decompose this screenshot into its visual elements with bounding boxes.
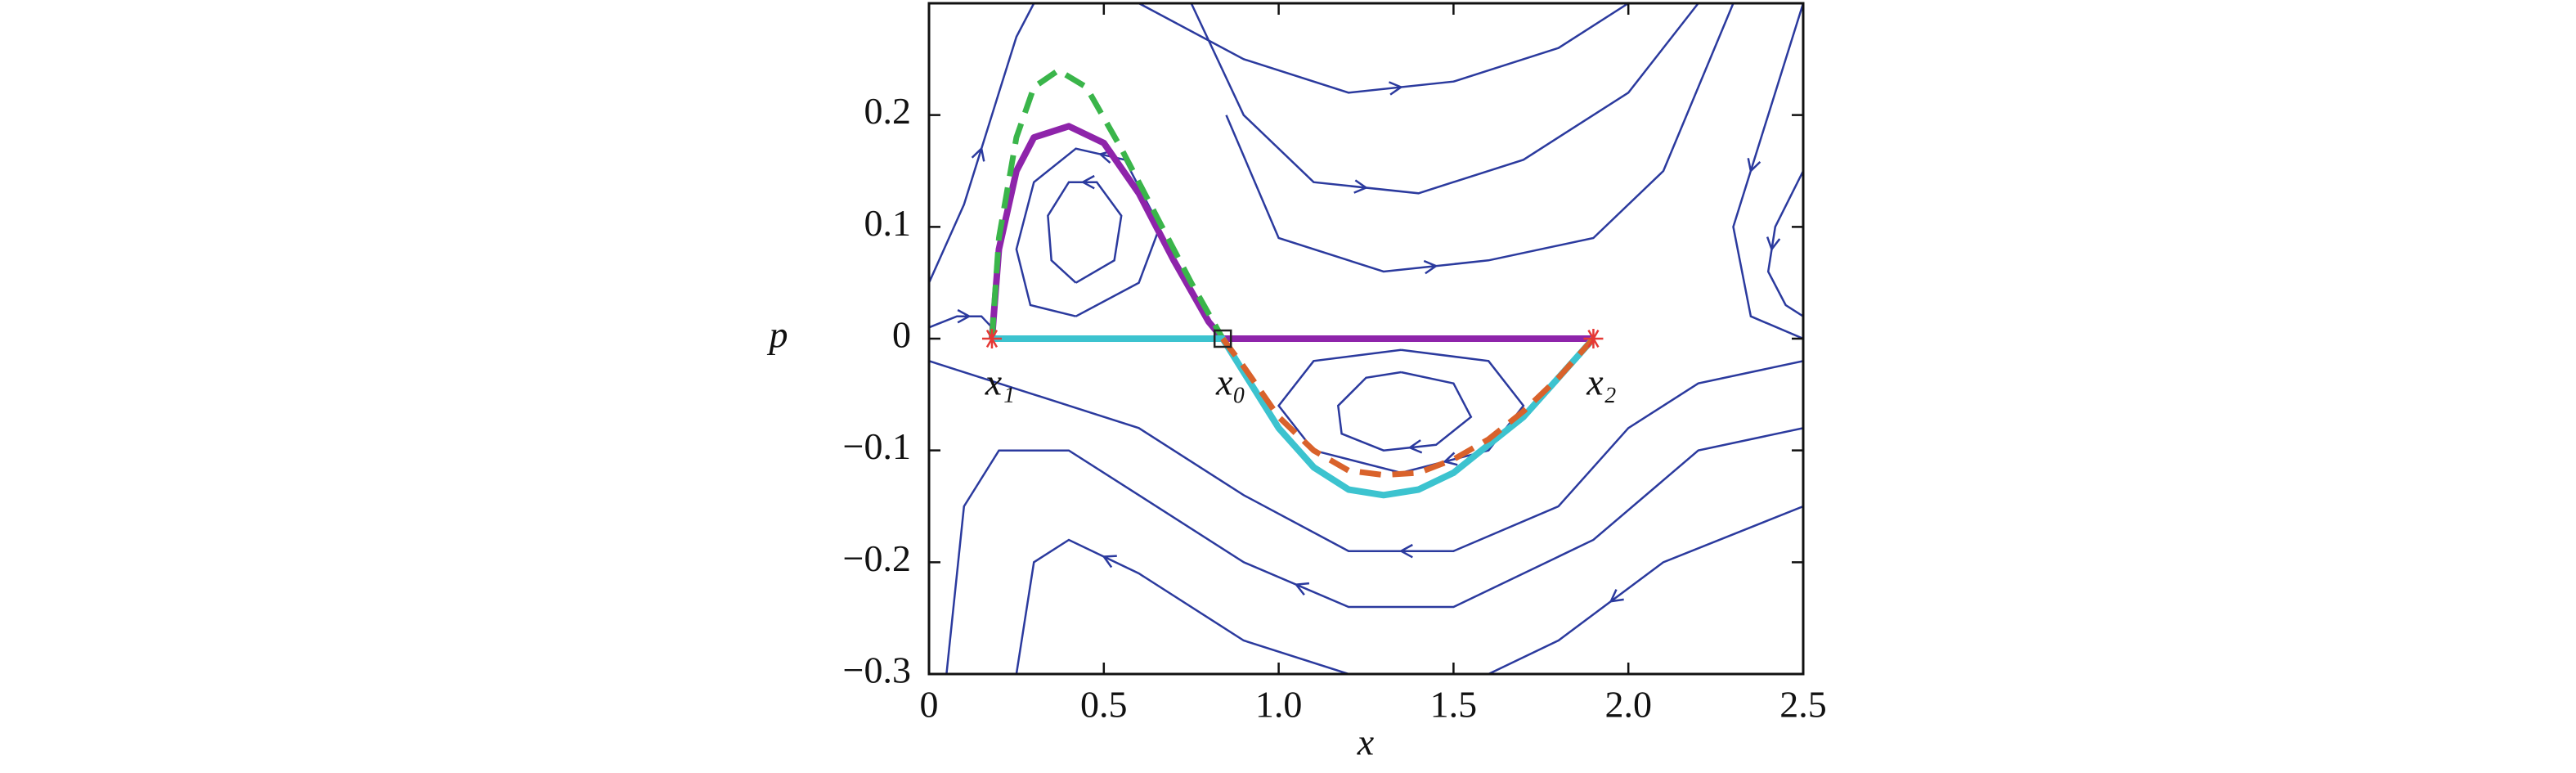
x-tick-label: 1.0: [1255, 684, 1303, 726]
streamline: [945, 427, 1803, 674]
streamline: [1488, 505, 1803, 674]
point-marker: [981, 329, 1002, 348]
streamline: [1047, 181, 1123, 284]
streamline: [929, 360, 1803, 552]
trajectory: [989, 67, 1226, 340]
y-tick-label: 0: [892, 314, 911, 356]
x-tick-label: 0: [920, 684, 939, 726]
streamline: [1015, 538, 1349, 674]
trajectory: [989, 123, 1594, 342]
flow-arrow: [971, 146, 985, 162]
flow-arrow: [1389, 81, 1403, 96]
plot-area: [929, 3, 1803, 674]
point-label: x₀: [1215, 362, 1245, 403]
trajectory: [1220, 336, 1596, 479]
streamline: [1190, 3, 1699, 195]
y-tick-label: −0.3: [843, 649, 911, 691]
flow-arrow: [1766, 236, 1781, 252]
point-label: x₂: [1586, 362, 1616, 403]
y-tick-label: −0.1: [843, 425, 911, 467]
streamline: [1225, 3, 1735, 273]
flow-arrow: [1407, 439, 1423, 454]
flow-arrow: [1398, 543, 1413, 559]
flow-arrow: [1609, 589, 1624, 603]
streamline: [1336, 371, 1473, 452]
flow-arrow: [1080, 174, 1095, 190]
streamline: [1766, 170, 1803, 317]
flow-arrow: [1294, 582, 1310, 596]
y-tick-label: −0.2: [843, 537, 911, 579]
streamline: [1732, 3, 1803, 340]
flow-arrow: [1102, 555, 1117, 569]
streamline: [929, 3, 1035, 284]
point-label: x₁: [985, 362, 1015, 403]
x-tick-label: 2.5: [1779, 684, 1827, 726]
flow-arrow: [1353, 179, 1369, 194]
x-tick-label: 1.5: [1430, 684, 1478, 726]
y-axis-label: p: [767, 314, 788, 356]
flow-arrow: [1747, 158, 1761, 173]
streamline: [1015, 147, 1161, 317]
y-tick-label: 0.2: [864, 90, 912, 132]
x-tick-label: 0.5: [1080, 684, 1128, 726]
flow-arrow: [957, 308, 972, 324]
point-marker: [1213, 329, 1232, 348]
point-marker: [1583, 329, 1604, 348]
flow-arrow: [1443, 452, 1458, 466]
trajectory: [992, 335, 1596, 499]
x-axis-label: x: [1357, 721, 1375, 763]
y-tick-label: 0.1: [864, 202, 912, 244]
x-tick-label: 2.0: [1604, 684, 1652, 726]
flow-arrow: [1423, 259, 1438, 275]
